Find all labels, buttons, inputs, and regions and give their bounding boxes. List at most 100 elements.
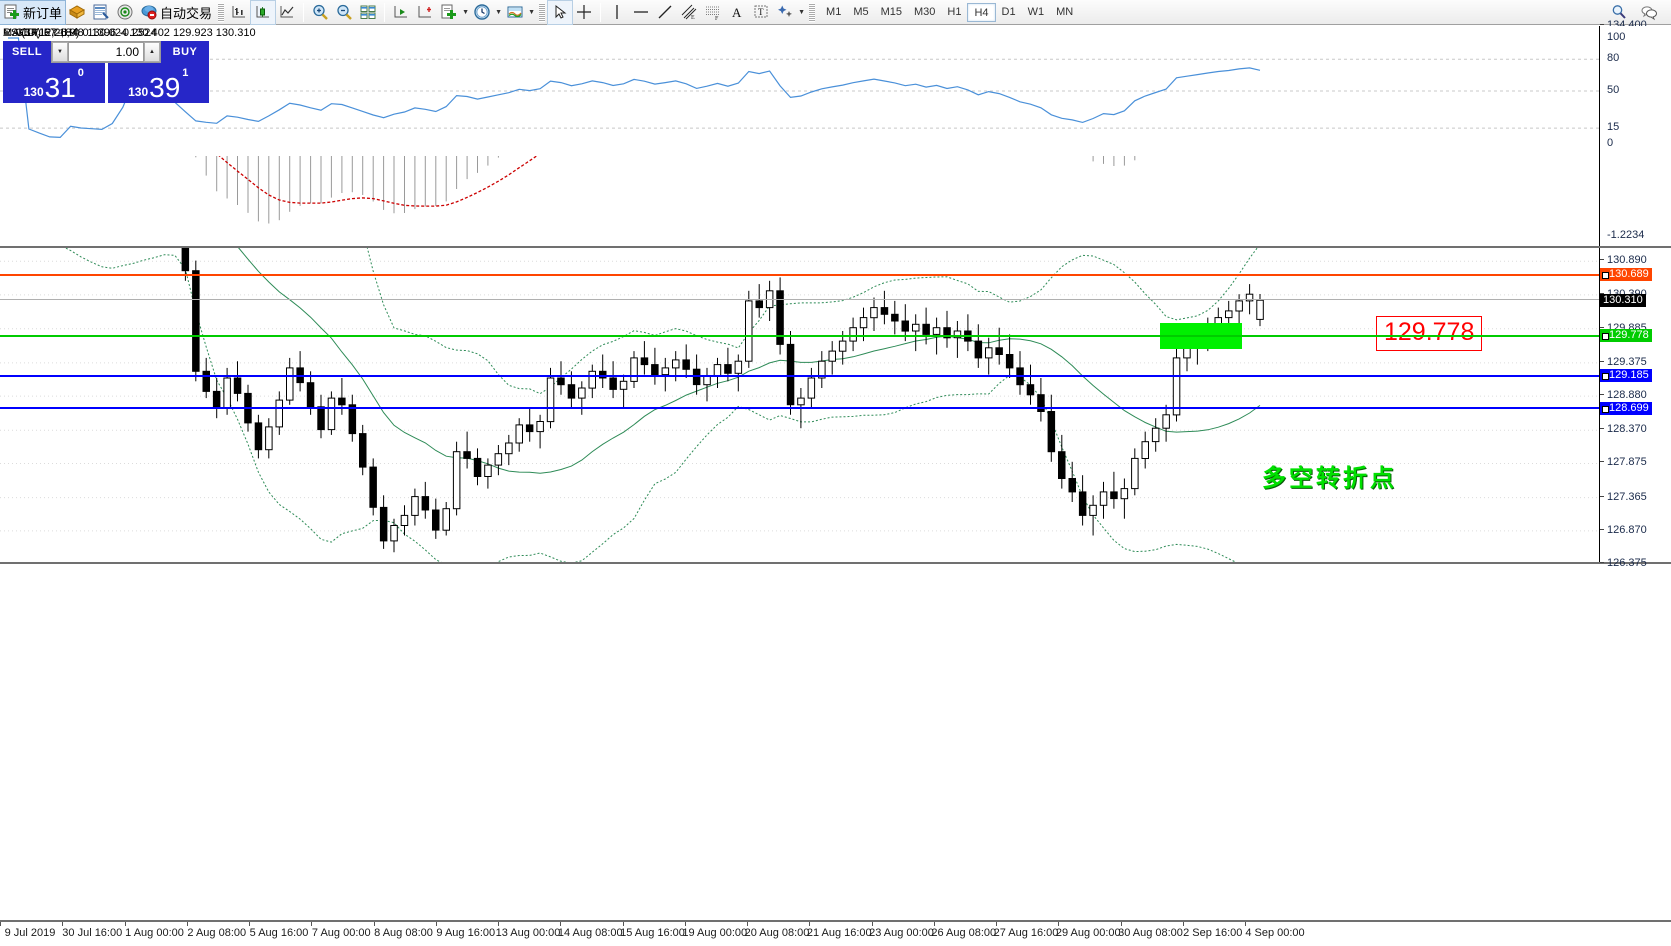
timeframe-m1-button[interactable]: M1 [826,5,842,18]
timeframe-mn-button[interactable]: MN [1056,5,1074,18]
price-level-tag[interactable]: 129.778 [1600,329,1652,343]
period-button[interactable] [470,1,494,24]
templates-dropdown-arrow[interactable]: ▼ [528,8,535,16]
chinese-annotation: 多空转折点 [1262,465,1397,493]
time-tick-mark [186,922,188,926]
timeframe-m15-button[interactable]: M15 [880,5,902,18]
tile-windows-button[interactable] [356,1,380,24]
timeframe-h1-button[interactable]: H1 [947,5,962,18]
volume-decrease-button[interactable]: ▼ [52,42,68,62]
time-tick-mark [435,922,437,926]
equidistant-channel-button[interactable]: E [677,1,701,24]
rsi-axis[interactable]: 100 80 50 15 0 [1600,26,1671,156]
price-tick: 128.370 [1600,423,1647,435]
time-tick-mark [622,922,624,926]
tile-windows-icon [359,3,377,21]
objects-button[interactable] [773,1,797,24]
trendline-icon [656,3,674,21]
time-axis[interactable]: 9 Jul 2019 30 Jul 16:00 1 Aug 00:00 2 Aug 0… [0,920,1671,946]
price-tick: 127.365 [1600,491,1647,503]
market-watch-button[interactable] [89,1,113,24]
price-level-line[interactable] [0,299,1599,301]
line-chart-button[interactable] [275,1,299,24]
price-level-tag[interactable]: 128.699 [1600,401,1652,415]
zoom-out-button[interactable] [332,1,356,24]
price-plot[interactable]: 129.778 多空转折点 [0,26,1600,562]
time-tick-label: 1 Aug 00:00 [125,927,184,939]
templates-button[interactable] [503,1,527,24]
timeframe-m30-button[interactable]: M30 [914,5,936,18]
time-tick-mark [498,922,499,926]
price-level-tag[interactable]: 130.689 [1600,268,1652,282]
svg-text:A: A [732,5,742,20]
fibonacci-button[interactable]: F [701,1,725,24]
time-tick-label: 8 Aug 08:00 [374,927,433,939]
text-label-button[interactable]: T [749,1,773,24]
timeframe-w1-button[interactable]: W1 [1027,5,1045,18]
timeframe-h4-button[interactable]: H4 [967,2,996,22]
chart-area[interactable]: 129.778 多空转折点 134.400133.905133.395132.9… [0,19,1671,946]
objects-icon [776,3,794,21]
sell-button[interactable]: SELL [3,41,51,63]
one-click-prices: 130 31 0 130 39 1 [3,63,209,103]
sell-price-display[interactable]: 130 31 0 [3,63,105,103]
volume-increase-button[interactable]: ▲ [144,42,160,62]
period-dropdown-arrow[interactable]: ▼ [495,8,502,16]
toolbar-grip-3[interactable] [809,2,816,22]
symbol-info-bar: GBPJPY-,H4 130.024 130.402 129.923 130.3… [0,26,256,39]
search-button[interactable] [1607,1,1631,24]
volume-input[interactable]: 1.00 [68,42,144,62]
toolbar-grip[interactable] [218,2,225,22]
expert-advisor-button[interactable] [65,1,89,24]
crosshair-button[interactable] [572,1,596,24]
price-level-tag[interactable]: 129.185 [1600,369,1652,383]
text-icon: A [728,3,746,21]
chart-shift-icon [416,3,434,21]
auto-scroll-button[interactable] [389,1,413,24]
autotrading-button[interactable]: 自动交易 [137,1,215,24]
data-window-button[interactable] [113,1,137,24]
horizontal-line-button[interactable] [629,1,653,24]
time-tick-label: 30 Jul 16:00 [62,927,123,939]
chart-shift-button[interactable] [413,1,437,24]
price-level-line[interactable] [0,374,1599,377]
crosshair-icon [575,3,593,21]
indicators-dropdown-arrow[interactable]: ▼ [462,8,469,16]
timeframe-m5-button[interactable]: M5 [853,5,869,18]
chat-button[interactable] [1637,1,1661,24]
candlestick-chart-button[interactable] [250,0,277,25]
time-tick-label: 2 Sep 16:00 [1183,927,1243,939]
toolbar-grip-2[interactable] [539,2,546,22]
new-order-button[interactable]: 新订单 [0,0,67,25]
trendline-button[interactable] [653,1,677,24]
expert-advisor-icon [68,3,86,21]
objects-dropdown-arrow[interactable]: ▼ [798,8,805,16]
buy-button[interactable]: BUY [161,41,209,63]
cursor-button[interactable] [547,0,574,25]
price-level-tag[interactable]: 130.310 [1600,293,1646,307]
buy-price-fraction: 1 [182,67,189,79]
autotrading-icon [140,3,158,21]
rsi-plot[interactable]: RSI(14) 67.1848 [0,26,1600,156]
indicators-button[interactable] [437,1,461,24]
time-tick-mark [1058,922,1060,926]
price-level-line[interactable] [0,334,1599,337]
data-window-icon [116,3,134,21]
vertical-line-button[interactable] [605,1,629,24]
toolbar-separator [303,2,305,22]
buy-price-display[interactable]: 130 39 1 [104,63,209,103]
zoom-in-button[interactable] [308,1,332,24]
time-tick-label: 27 Aug 16:00 [993,927,1059,939]
collapse-triangle-icon[interactable] [3,29,11,36]
bar-chart-button[interactable] [227,1,251,24]
price-level-line[interactable] [0,273,1599,276]
time-tick-label: 20 Aug 08:00 [744,927,810,939]
time-tick-mark [1182,922,1184,926]
rsi-pane[interactable]: RSI(14) 67.1848 100 80 50 15 0 [0,26,1671,156]
templates-icon [506,3,524,21]
timeframe-d1-button[interactable]: D1 [1001,5,1016,18]
text-button[interactable]: A [725,1,749,24]
price-level-line[interactable] [0,407,1599,410]
time-tick-mark [311,922,313,926]
time-tick-mark [809,922,811,926]
